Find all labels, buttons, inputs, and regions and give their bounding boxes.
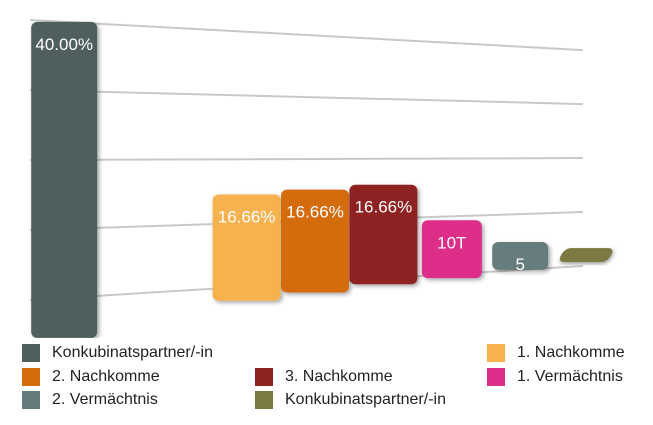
data-label-3: 16.66% [286,203,344,222]
data-labels: 40.00% 16.66% 16.66% 16.66% 10T 5 [35,35,525,274]
bar-5 [421,220,482,279]
bar-6 [492,242,549,270]
legend-item-6: 2. Vermächtnis [22,389,158,411]
legend-label: 2. Vermächtnis [52,391,158,408]
legend-swatch [255,391,273,409]
bar-3 [281,189,349,293]
bars [31,21,613,338]
legend-item-5: 1. Vermächtnis [487,366,623,388]
data-label-5: 10T [437,233,466,252]
legend-swatch [255,368,273,386]
legend-swatch [22,391,40,409]
legend-label: 1. Nachkomme [517,344,625,361]
bar-1 [31,21,98,338]
legend-item-4: 3. Nachkomme [255,366,393,388]
legend-item-1: Konkubinatspartner/-in [22,342,213,364]
grid-line-40 [29,19,583,52]
legend-item-7: Konkubinatspartner/-in [255,389,446,411]
bar-chart: 40.00% 16.66% 16.66% 16.66% 10T 5 [29,19,613,338]
bar-4 [349,184,418,285]
legend-item-2: 1. Nachkomme [487,342,625,364]
data-label-6: 5 [515,255,524,274]
legend-swatch [487,344,505,362]
data-label-4: 16.66% [355,198,413,217]
legend-swatch [22,368,40,386]
grid-line-30 [29,89,583,106]
legend-label: 2. Nachkomme [52,368,160,385]
legend-swatch [487,368,505,386]
data-label-1: 40.00% [35,35,93,54]
data-label-2: 16.66% [218,208,276,227]
legend-swatch [22,344,40,362]
bar-2 [212,194,281,301]
legend-label: Konkubinatspartner/-in [52,344,213,361]
legend: Konkubinatspartner/-in 1. Nachkomme 2. Nac… [0,338,653,425]
legend-label: 3. Nachkomme [285,368,393,385]
legend-label: Konkubinatspartner/-in [285,391,446,408]
legend-label: 1. Vermächtnis [517,368,623,385]
grid-line-20 [29,157,583,161]
legend-item-3: 2. Nachkomme [22,366,160,388]
bar-7 [559,248,613,263]
